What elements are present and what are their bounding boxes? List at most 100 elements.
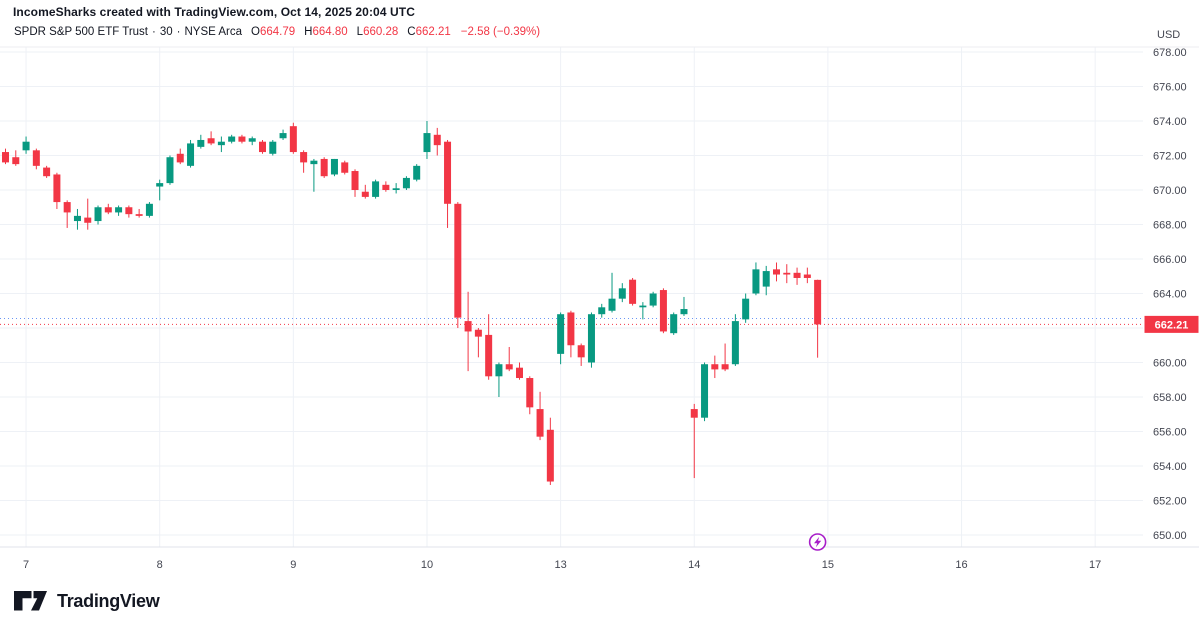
candle — [43, 165, 51, 178]
candle — [361, 184, 369, 199]
candle — [73, 208, 81, 230]
price-tick-label: 668.00 — [1153, 220, 1187, 232]
candles-layer — [2, 121, 822, 485]
low-value: 660.28 — [363, 26, 399, 38]
candle — [392, 183, 400, 194]
legend-separator: · — [176, 26, 181, 38]
exchange-name: NYSE Arca — [184, 26, 243, 38]
candle — [248, 136, 256, 146]
candle — [217, 136, 225, 153]
candle — [259, 139, 266, 154]
symbol-name[interactable]: SPDR S&P 500 ETF Trust — [14, 26, 149, 38]
candle — [382, 181, 390, 192]
candle — [402, 176, 410, 190]
candle — [721, 343, 729, 372]
candle — [104, 203, 112, 215]
price-axis[interactable]: USD 678.00 676.00 674.00 672.00 670.00 668.00 6… — [1144, 29, 1199, 542]
interval-value[interactable]: 30 — [159, 26, 173, 38]
candle — [433, 127, 441, 156]
candle — [423, 121, 431, 159]
time-tick-label: 13 — [554, 559, 566, 571]
candle — [701, 362, 709, 422]
candle — [156, 179, 164, 201]
tradingview-logo-text: TradingView — [57, 590, 160, 611]
candle — [742, 293, 750, 323]
change-value: −2.58 (−0.39%) — [460, 26, 541, 38]
candle — [587, 312, 595, 368]
candle — [269, 139, 277, 156]
candle — [94, 205, 102, 225]
close-value: 662.21 — [415, 26, 451, 38]
price-tick-label: 658.00 — [1153, 392, 1187, 404]
candle — [659, 288, 667, 334]
time-tick-label: 17 — [1089, 559, 1101, 571]
candle — [803, 267, 811, 284]
tradingview-logo[interactable]: TradingView — [14, 590, 160, 612]
price-tick-label: 676.00 — [1153, 82, 1187, 94]
flash-marker-icon[interactable] — [808, 533, 827, 551]
candle — [629, 277, 637, 306]
candle — [814, 279, 822, 358]
candle — [505, 346, 513, 372]
price-tick-label: 666.00 — [1153, 254, 1187, 266]
candle — [464, 291, 472, 372]
chart-title-text: IncomeSharks created with TradingView.co… — [13, 5, 415, 19]
time-axis[interactable]: 7 8 9 10 13 14 15 16 17 — [23, 559, 1101, 571]
candle — [557, 312, 565, 365]
time-tick-label: 8 — [157, 559, 163, 571]
open-value: 664.79 — [259, 26, 296, 38]
candle — [773, 262, 780, 282]
candle — [289, 122, 297, 154]
candle — [372, 179, 380, 199]
chart-title: IncomeSharks created with TradingView.co… — [13, 5, 415, 19]
candle — [300, 150, 308, 173]
candle — [526, 376, 534, 415]
price-tick-label: 660.00 — [1153, 358, 1187, 370]
candle — [12, 150, 20, 166]
candle — [330, 158, 338, 177]
candle — [577, 343, 585, 366]
candle — [135, 208, 143, 218]
candle — [228, 134, 236, 144]
svg-text:662.21: 662.21 — [1155, 319, 1189, 331]
candle — [125, 205, 133, 218]
candle — [2, 148, 9, 165]
candle — [485, 314, 493, 380]
candle — [474, 328, 482, 358]
time-tick-label: 10 — [421, 559, 433, 571]
candle — [279, 129, 287, 140]
price-tick-label: 654.00 — [1153, 461, 1187, 473]
candle — [145, 202, 153, 218]
open-label: O — [251, 26, 260, 38]
tradingview-logo-icon — [14, 591, 47, 611]
candle — [608, 272, 616, 313]
candle — [207, 131, 215, 146]
candle — [187, 139, 195, 168]
price-tick-label: 670.00 — [1153, 185, 1187, 197]
candle — [618, 283, 626, 303]
candle — [84, 198, 92, 230]
candle — [53, 172, 61, 209]
symbol-legend: SPDR S&P 500 ETF Trust · 30 · NYSE Arca O664.… — [14, 26, 540, 38]
candle — [711, 355, 719, 379]
candle — [351, 169, 359, 197]
price-tick-label: 674.00 — [1153, 116, 1187, 128]
price-tick-label: 650.00 — [1153, 530, 1187, 542]
candle — [197, 134, 205, 149]
candle — [731, 314, 739, 366]
price-tick-label: 678.00 — [1153, 47, 1187, 59]
candle — [413, 164, 421, 182]
candle — [793, 267, 801, 285]
candle — [567, 310, 575, 358]
candle — [783, 264, 791, 284]
candle — [649, 291, 657, 308]
candle — [598, 303, 606, 318]
price-tick-label: 656.00 — [1153, 427, 1187, 439]
time-tick-label: 15 — [822, 559, 834, 571]
candle — [176, 148, 184, 165]
time-tick-label: 16 — [955, 559, 967, 571]
candle — [752, 262, 760, 296]
candle — [639, 302, 647, 320]
candle — [22, 136, 30, 154]
